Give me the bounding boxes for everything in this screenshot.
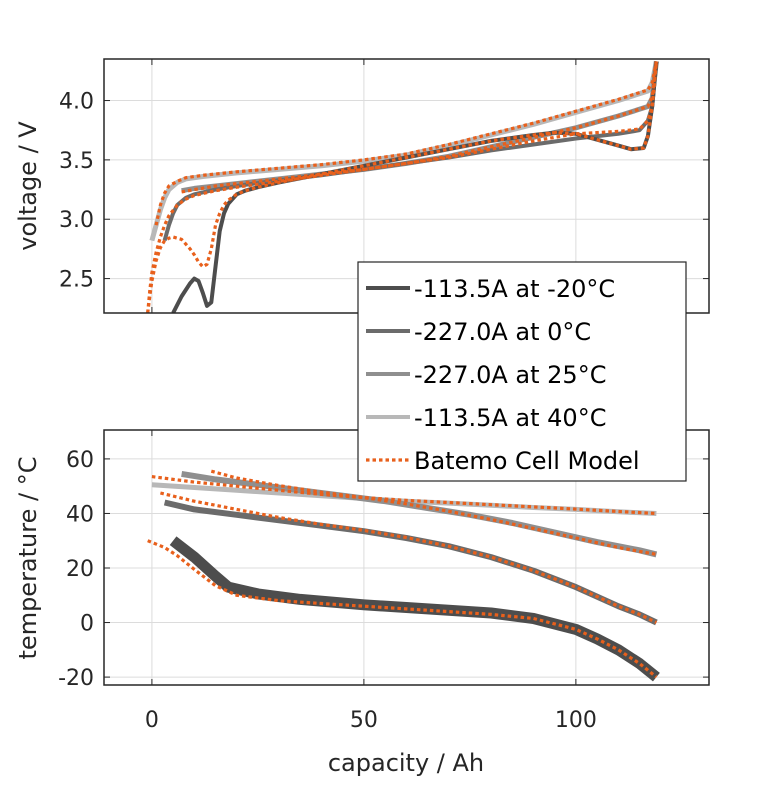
temperature-series xyxy=(147,469,660,682)
voltage-ytick-labels: 2.5 3.0 3.5 4.0 xyxy=(59,90,94,293)
voltage-series-batemo-cell-model-25-c xyxy=(181,61,658,194)
temperature-ytick-label: -20 xyxy=(58,666,94,691)
temperature-series-batemo-cell-model-25-c xyxy=(210,469,657,556)
temperature-series-batemo-cell-model-40-c xyxy=(151,475,657,516)
temperature-ylabel: temperature / °C xyxy=(14,457,42,660)
legend-entry: Batemo Cell Model xyxy=(366,447,640,475)
legend-label: -113.5A at 40°C xyxy=(414,404,606,432)
temperature-series-227-0a-at-0-c xyxy=(163,499,658,626)
legend-entry: -113.5A at 40°C xyxy=(366,404,606,432)
temperature-ytick-label: 0 xyxy=(80,612,94,637)
voltage-series-batemo-cell-model-20-c xyxy=(146,61,658,313)
voltage-ytick-label: 3.5 xyxy=(59,149,94,174)
capacity-xlabel: capacity / Ah xyxy=(328,749,484,777)
temperature-panel: -20 0 20 40 60 0 50 100 temperature / °C capac… xyxy=(14,429,710,777)
legend-label: -227.0A at 0°C xyxy=(414,318,591,346)
legend-entry: -227.0A at 25°C xyxy=(366,361,606,389)
temperature-ytick-label: 60 xyxy=(66,448,94,473)
temperature-ytick-label: 40 xyxy=(66,502,94,527)
temperature-series-batemo-cell-model-0-c xyxy=(160,491,658,624)
capacity-xtick-label: 0 xyxy=(145,708,159,733)
capacity-xtick-label: 50 xyxy=(350,708,378,733)
voltage-ylabel: voltage / V xyxy=(14,121,42,251)
legend-label: -113.5A at -20°C xyxy=(414,275,615,303)
voltage-series xyxy=(146,60,659,313)
legend-entry: -113.5A at -20°C xyxy=(366,275,615,303)
voltage-ytick-label: 2.5 xyxy=(59,268,94,293)
temperature-ytick-labels: -20 0 20 40 60 xyxy=(58,448,94,691)
temperature-ytick-label: 20 xyxy=(66,557,94,582)
legend: -113.5A at -20°C -227.0A at 0°C -227.0A at… xyxy=(357,261,687,482)
voltage-ytick-label: 3.0 xyxy=(59,208,94,233)
capacity-xtick-labels: 0 50 100 xyxy=(145,708,597,733)
capacity-xtick-label: 100 xyxy=(555,708,597,733)
temperature-series-batemo-cell-model-20-c xyxy=(147,539,658,679)
voltage-ytick-label: 4.0 xyxy=(59,90,94,115)
legend-entry: -227.0A at 0°C xyxy=(366,318,591,346)
legend-box xyxy=(357,261,687,482)
legend-label: -227.0A at 25°C xyxy=(414,361,606,389)
legend-label: Batemo Cell Model xyxy=(414,447,640,475)
